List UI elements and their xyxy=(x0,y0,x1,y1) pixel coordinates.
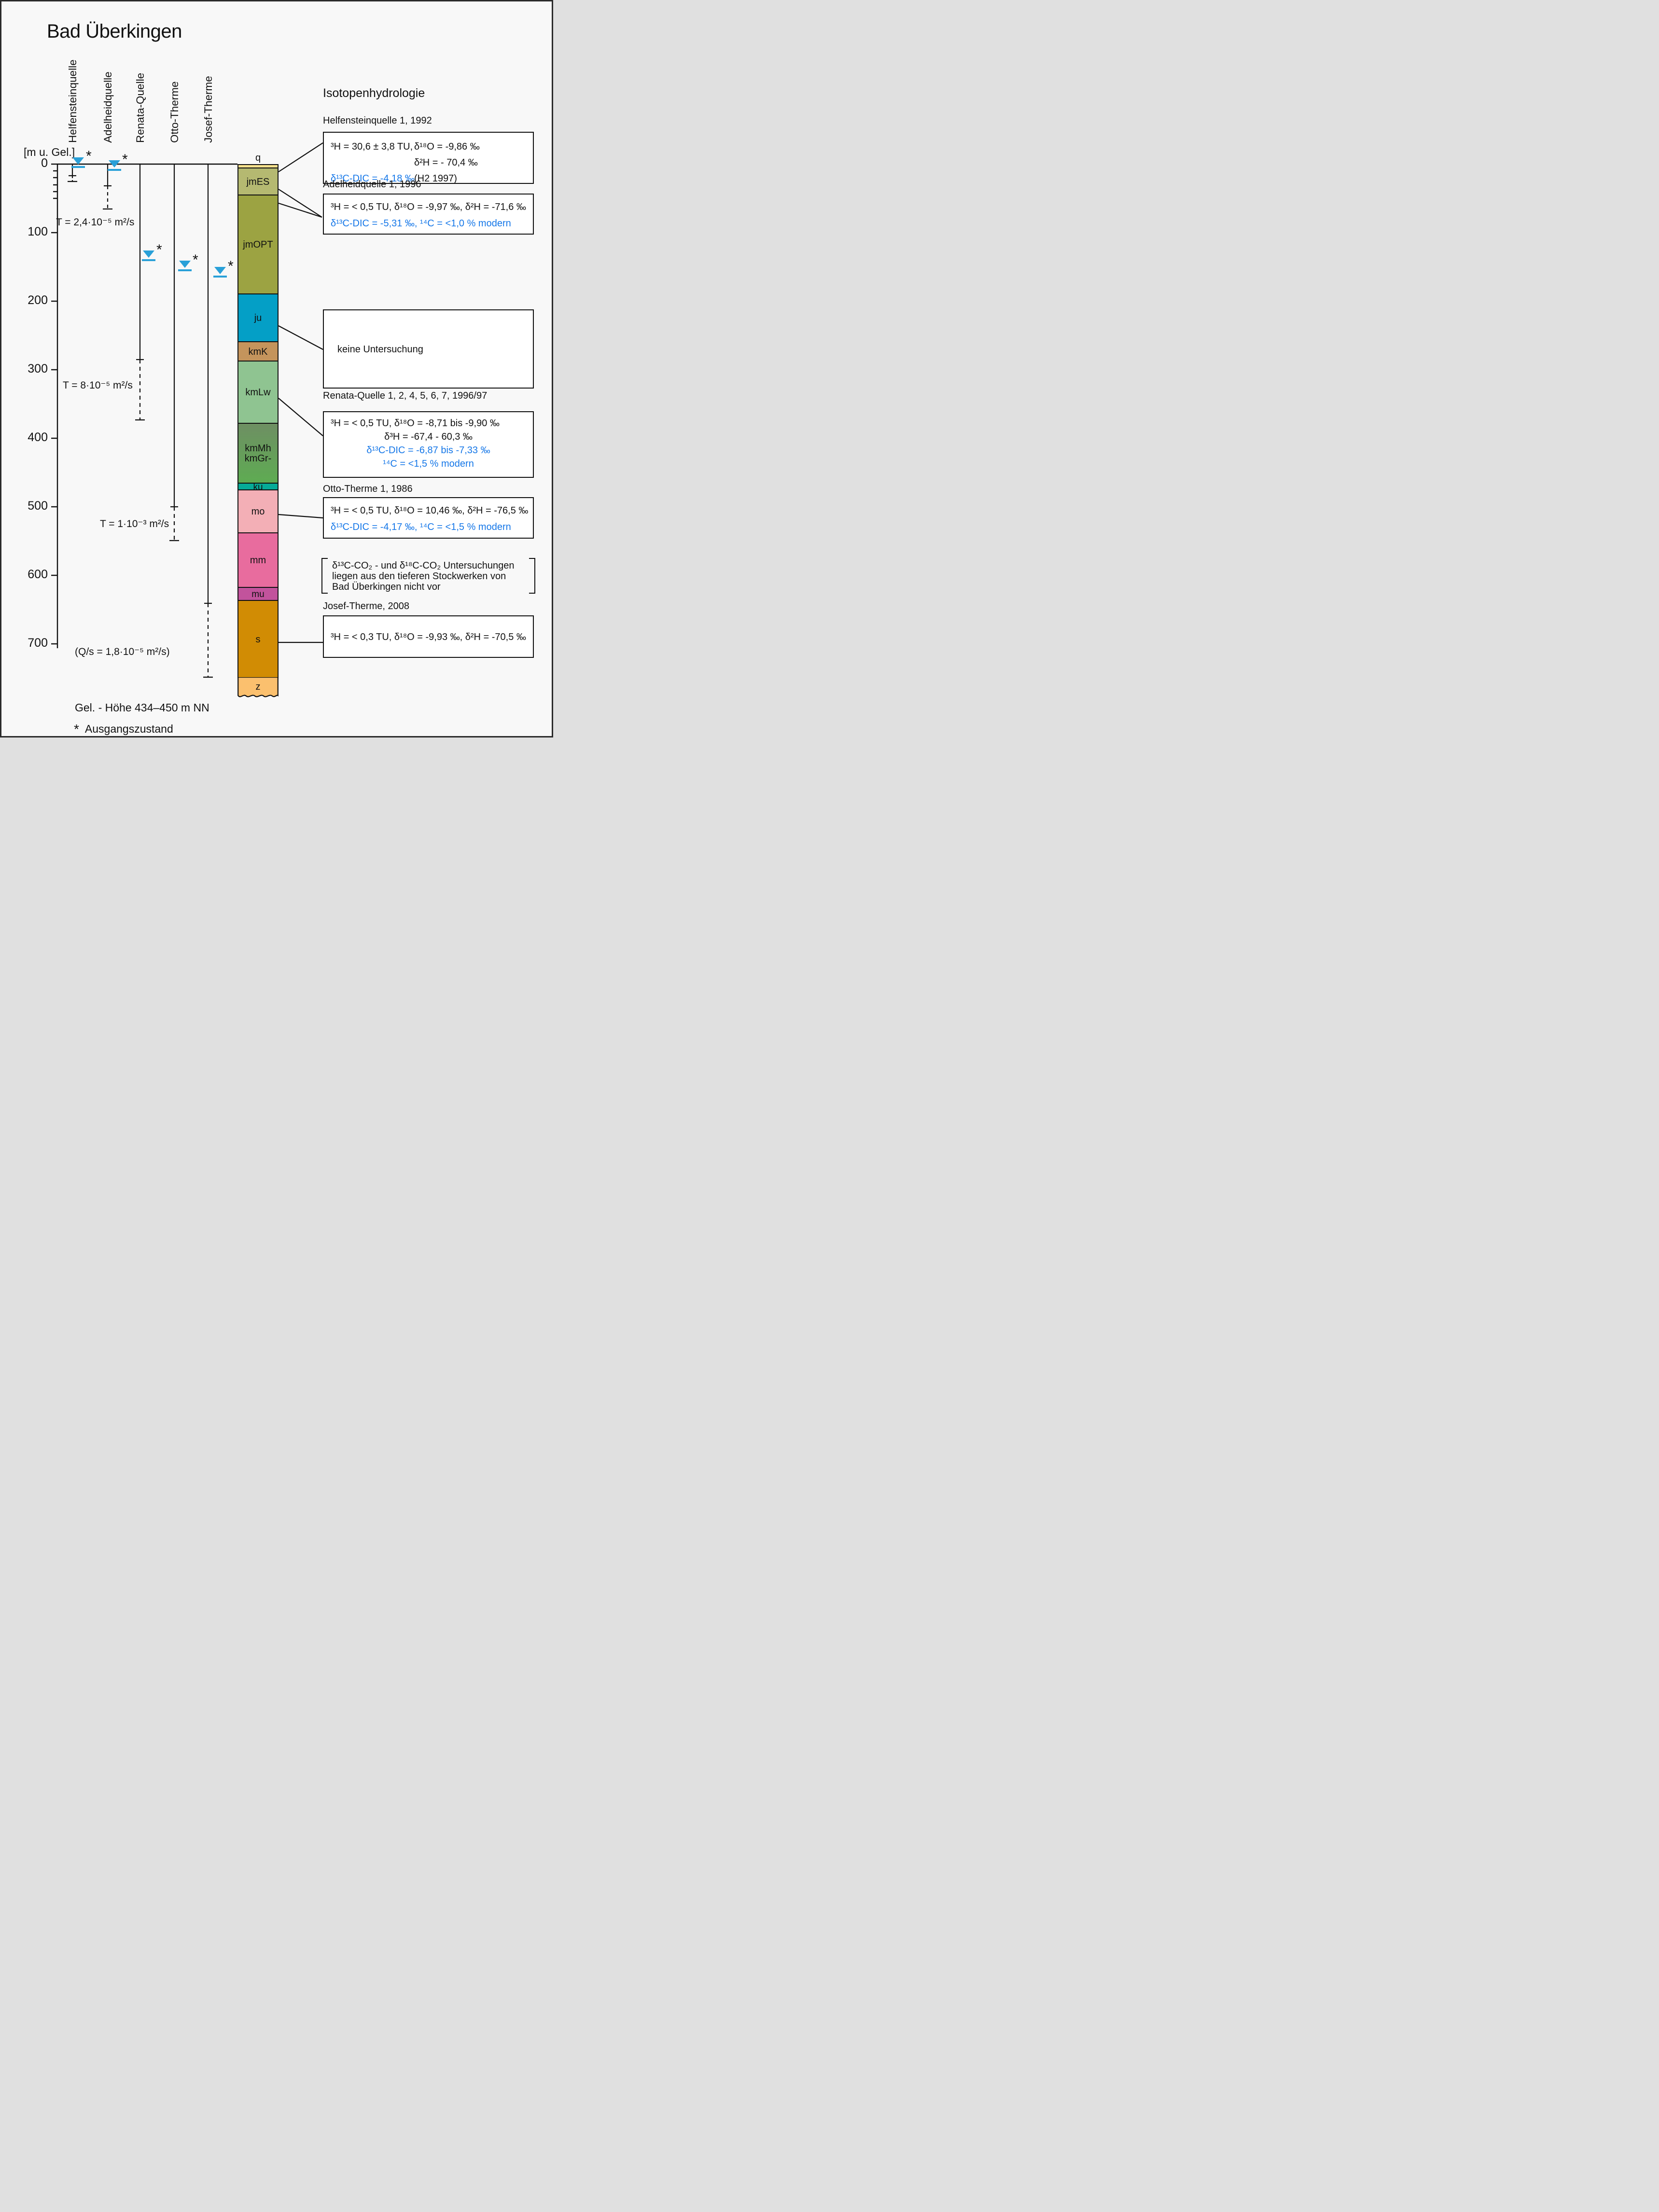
bracket-right-icon xyxy=(529,558,535,594)
box-title-josef-therme: Josef-Therme, 2008 xyxy=(323,601,409,612)
note-co2-investigations: δ¹³C-CO₂ - und δ¹⁸C-CO₂ Untersuchungen l… xyxy=(321,558,535,594)
value-source: (H2 1997) xyxy=(414,173,457,184)
initial-state-marker: * xyxy=(86,148,92,164)
layer-kmMh-kmGr: kmMh kmGr- xyxy=(237,423,279,484)
note-line-1: δ¹³C-CO₂ - und δ¹⁸C-CO₂ Untersuchungen xyxy=(332,560,515,571)
bracket-left-icon xyxy=(321,558,328,594)
water-level-bar xyxy=(178,269,192,271)
note-line-3: Bad Überkingen nicht vor xyxy=(332,582,441,592)
tick-300: 300 xyxy=(28,362,48,376)
box-title-helfensteinquelle: Helfensteinquelle 1, 1992 xyxy=(323,115,432,126)
note-line-2: liegen aus den tieferen Stockwerken von xyxy=(332,571,506,582)
value-h2: δ²H = - 70,4 ‰ xyxy=(414,157,478,168)
water-level-bar xyxy=(108,169,121,171)
initial-state-marker: * xyxy=(156,242,162,258)
initial-state-marker: * xyxy=(122,152,128,167)
layer-jmES: jmES xyxy=(237,167,279,195)
stratigraphic-column: jmES jmOPT ju kmK kmLw kmMh kmGr- ku mo m… xyxy=(237,164,279,700)
info-box-renata-quelle: ³H = < 0,5 TU, δ¹⁸O = -8,71 bis -9,90 ‰ … xyxy=(323,411,534,478)
tick-600: 600 xyxy=(28,568,48,581)
tick-500: 500 xyxy=(28,499,48,513)
well-renata-quelle xyxy=(135,164,145,421)
box-title-adelheidquelle: Adelheidquelle 1, 1996 xyxy=(323,179,421,190)
tick-400: 400 xyxy=(28,431,48,444)
transmissivity-renata: T = 8·10⁻⁵ m²/s xyxy=(63,380,133,391)
box-title-otto-therme: Otto-Therme 1, 1986 xyxy=(323,484,413,494)
panel-heading: Isotopenhydrologie xyxy=(323,86,425,100)
layer-z xyxy=(237,677,279,697)
initial-state-marker: * xyxy=(228,258,234,274)
layer-q xyxy=(237,164,279,168)
page-title: Bad Überkingen xyxy=(47,21,182,42)
diagram-linework xyxy=(51,142,323,678)
well-josef-therme xyxy=(203,164,213,678)
layer-s: s xyxy=(237,600,279,678)
value-h-range: δ³H = -67,4 - 60,3 ‰ xyxy=(384,431,473,442)
water-level-bar xyxy=(142,259,155,261)
water-level-icon xyxy=(214,267,226,274)
info-box-josef-therme: ³H = < 0,3 TU, δ¹⁸O = -9,93 ‰, δ²H = -70… xyxy=(323,615,534,658)
box-title-renata-quelle: Renata-Quelle 1, 2, 4, 5, 6, 7, 1996/97 xyxy=(323,390,488,401)
depth-axis-unit: [m u. Gel.] xyxy=(24,146,75,158)
layer-mo: mo xyxy=(237,489,279,533)
tick-0: 0 xyxy=(41,156,48,170)
layer-ju: ju xyxy=(237,293,279,342)
water-level-icon xyxy=(72,157,84,165)
water-level-icon xyxy=(179,261,191,268)
value-isotopes: ³H = < 0,3 TU, δ¹⁸O = -9,93 ‰, δ²H = -70… xyxy=(331,632,526,642)
depth-axis xyxy=(51,163,58,648)
value-o18: δ¹⁸O = -9,86 ‰ xyxy=(414,141,480,152)
initial-state-marker: * xyxy=(193,252,198,268)
legend-text: Ausgangszustand xyxy=(84,723,173,735)
info-box-helfensteinquelle: ³H = 30,6 ± 3,8 TU, δ¹⁸O = -9,86 ‰ δ²H =… xyxy=(323,132,534,184)
water-level-icon xyxy=(109,160,120,167)
layer-label-z: z xyxy=(255,682,261,692)
well-adelheidquelle xyxy=(103,164,112,210)
value-c13-c14: δ¹³C-DIC = -5,31 ‰, ¹⁴C = <1,0 % modern xyxy=(331,218,511,229)
well-otto-therme xyxy=(169,164,179,542)
layer-label-q: q xyxy=(255,153,261,163)
figure-bad-ueberkingen: Bad Überkingen Helfensteinquelle Adelhei… xyxy=(0,0,553,737)
asterisk-icon: * xyxy=(74,722,79,737)
value-c13-dic: δ¹³C-DIC = -4,18 ‰ xyxy=(331,173,415,184)
layer-kmK: kmK xyxy=(237,341,279,362)
value-isotopes: ³H = < 0,5 TU, δ¹⁸O = 10,46 ‰, δ²H = -76… xyxy=(331,505,529,516)
transmissivity-otto: T = 1·10⁻³ m²/s xyxy=(100,518,169,529)
water-level-symbols xyxy=(71,157,227,278)
layer-ku: ku xyxy=(237,482,279,492)
water-level-icon xyxy=(143,250,154,258)
value-c13-c14: δ¹³C-DIC = -4,17 ‰, ¹⁴C = <1,5 % modern xyxy=(331,522,511,532)
layer-kmLw: kmLw xyxy=(237,361,279,424)
water-level-bar xyxy=(213,276,227,278)
connector-lines xyxy=(278,142,323,643)
layer-mu: mu xyxy=(237,587,279,601)
water-level-bar xyxy=(71,166,85,168)
legend-initial-state: * Ausgangszustand xyxy=(74,722,173,737)
value-c14: ¹⁴C = <1,5 % modern xyxy=(383,459,474,469)
tick-100: 100 xyxy=(28,225,48,238)
info-box-adelheidquelle: ³H = < 0,5 TU, δ¹⁸O = -9,97 ‰, δ²H = -71… xyxy=(323,194,534,235)
tick-700: 700 xyxy=(28,636,48,650)
value-tritium: ³H = 30,6 ± 3,8 TU, xyxy=(331,141,413,152)
ground-elevation-note: Gel. - Höhe 434–450 m NN xyxy=(75,701,209,714)
tick-200: 200 xyxy=(28,293,48,307)
layer-mm: mm xyxy=(237,532,279,588)
info-box-otto-therme: ³H = < 0,5 TU, δ¹⁸O = 10,46 ‰, δ²H = -76… xyxy=(323,497,534,539)
value-c13-dic-range: δ¹³C-DIC = -6,87 bis -7,33 ‰ xyxy=(366,445,490,456)
yield-josef: (Q/s = 1,8·10⁻⁵ m²/s) xyxy=(75,646,170,657)
value-isotopes: ³H = < 0,5 TU, δ¹⁸O = -8,71 bis -9,90 ‰ xyxy=(331,418,500,429)
no-investigation-text: keine Untersuchung xyxy=(337,344,423,355)
transmissivity-helfenstein-adelheid: T = 2,4·10⁻⁵ m²/s xyxy=(56,217,135,228)
info-box-keine-untersuchung: keine Untersuchung xyxy=(323,309,534,389)
value-isotopes: ³H = < 0,5 TU, δ¹⁸O = -9,97 ‰, δ²H = -71… xyxy=(331,202,526,212)
layer-jmOPT: jmOPT xyxy=(237,195,279,294)
